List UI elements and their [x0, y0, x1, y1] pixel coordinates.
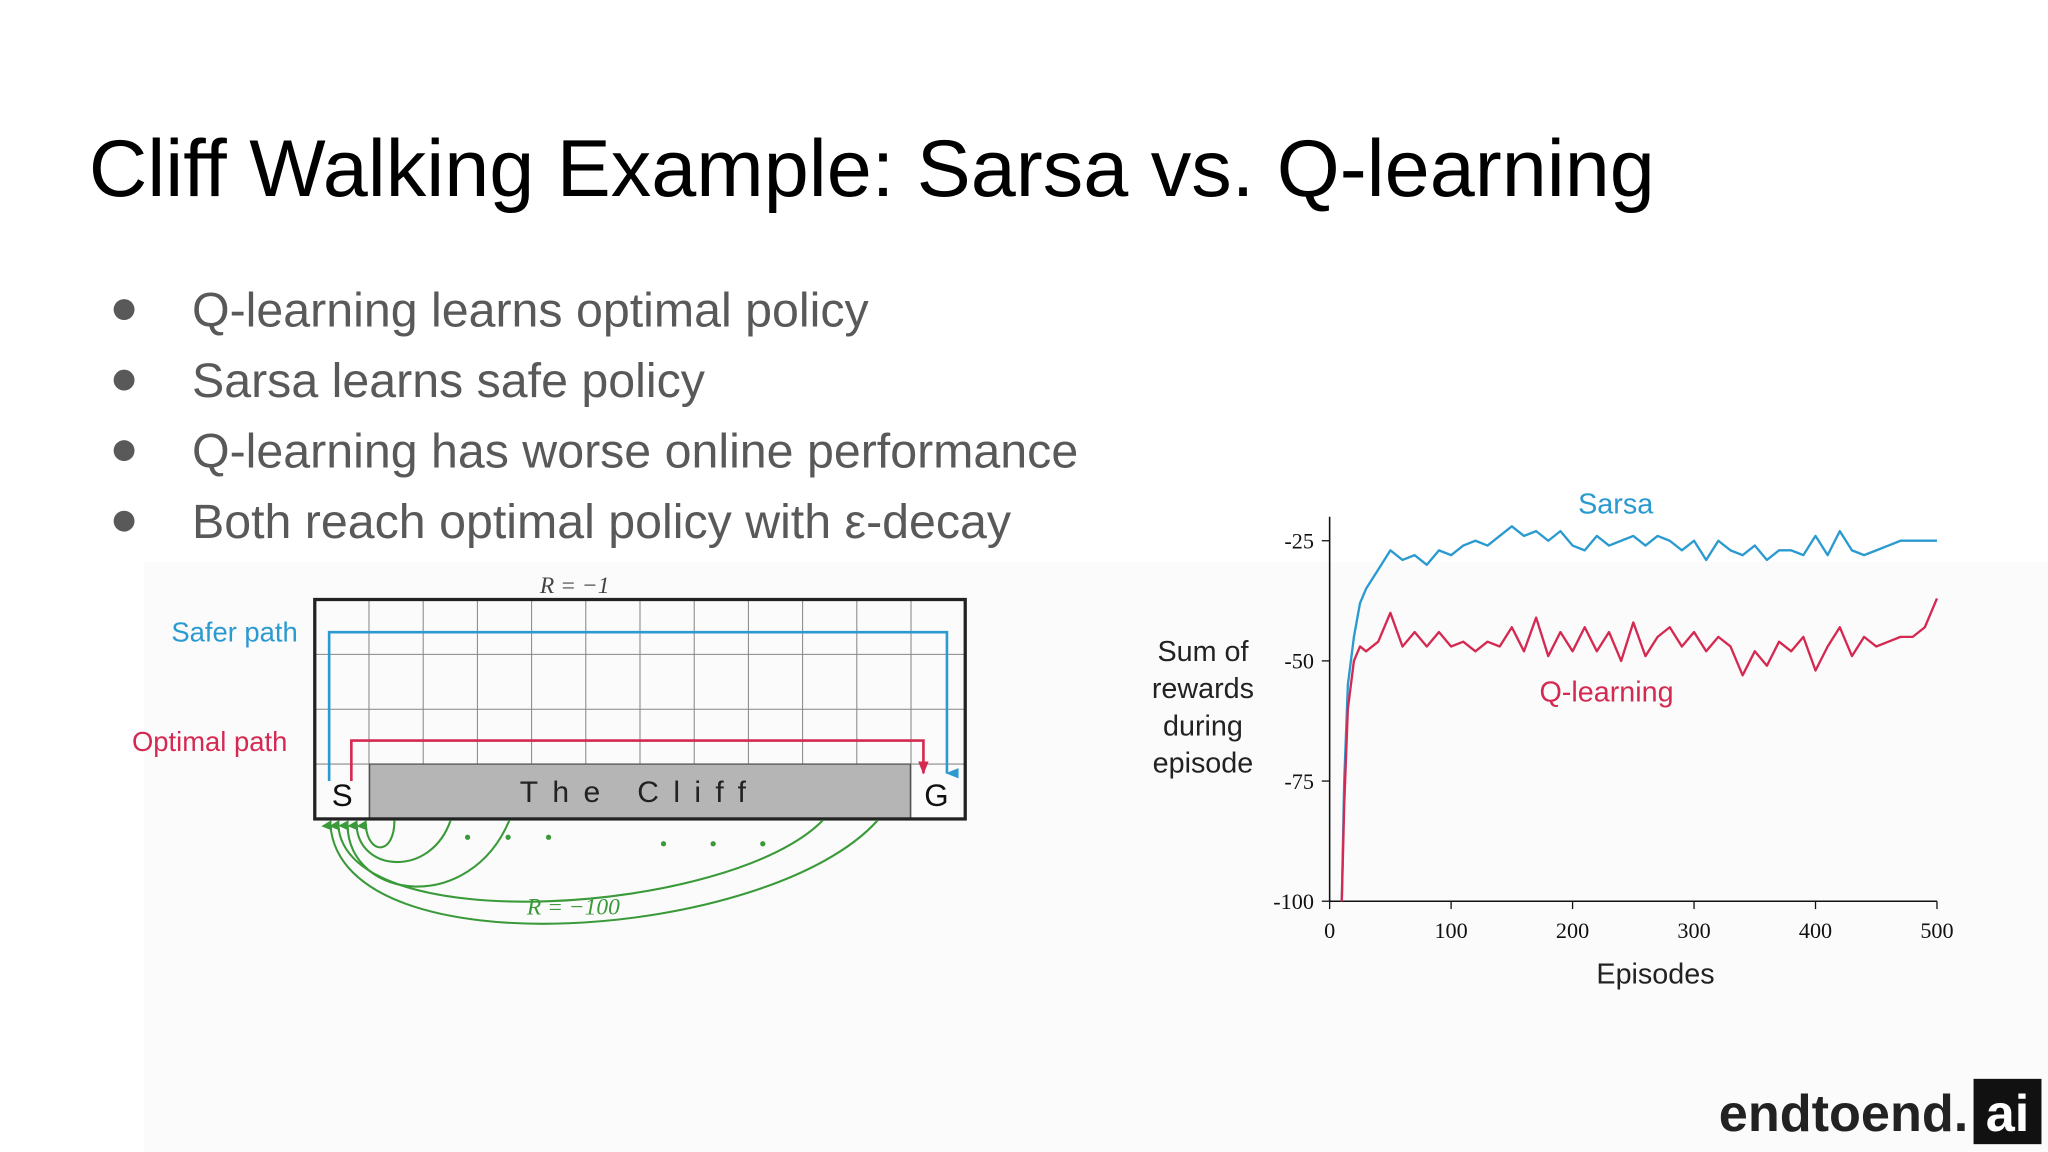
bullet-text: Sarsa learns safe policy: [192, 354, 706, 408]
x-tick-label: 500: [1920, 918, 1953, 943]
logo-highlight: ai: [1986, 1085, 2030, 1143]
bullet-text: Both reach optimal policy with ε-decay: [192, 495, 1012, 549]
y-tick-label: -25: [1284, 529, 1314, 554]
y-tick-label: -75: [1284, 769, 1314, 794]
goal-label: G: [924, 778, 948, 813]
cliff-region: [368, 763, 912, 820]
x-tick-label: 0: [1324, 918, 1335, 943]
x-tick-label: 100: [1434, 918, 1467, 943]
bullet-text: Q-learning has worse online performance: [192, 425, 1078, 479]
bullet-dot: [113, 299, 135, 320]
slide-title: Cliff Walking Example: Sarsa vs. Q-learn…: [89, 124, 1655, 214]
safer-path-label: Safer path: [171, 616, 297, 647]
bullet-dot: [113, 369, 135, 391]
logo-text: endtoend.: [1719, 1085, 1969, 1143]
y-tick-label: -100: [1273, 889, 1314, 914]
safer-path: [327, 630, 959, 782]
y-axis-label: rewards: [1152, 673, 1254, 705]
cliff-diagram: R = −1 Safer path Optimal path The Cliff…: [132, 573, 967, 925]
bullet-dot: [113, 440, 135, 462]
reward-chart: -100 -75 -50 -25 0 100 200 300 400 500 Episodes Sum…: [1152, 488, 1954, 990]
optimal-path: [350, 739, 929, 782]
x-tick-label: 200: [1556, 918, 1589, 943]
grid-border: [313, 597, 967, 821]
series-label: Q-learning: [1539, 676, 1673, 708]
x-tick-label: 300: [1677, 918, 1710, 943]
series-label: Sarsa: [1578, 488, 1653, 520]
cliff-reward: R = −100: [526, 894, 620, 920]
cliff-label: The Cliff: [520, 776, 761, 809]
start-label: S: [332, 778, 353, 813]
optimal-path-label: Optimal path: [132, 726, 287, 757]
series-line: [1340, 525, 1937, 902]
bullet-dot: [113, 510, 135, 532]
y-axis-label: Sum of: [1157, 636, 1249, 668]
cliff-arcs: [321, 819, 879, 925]
bullet-list: Q-learning learns optimal policy Sarsa le…: [113, 284, 1078, 549]
y-tick-label: -50: [1284, 649, 1314, 674]
x-tick-label: 400: [1799, 918, 1832, 943]
series-line: [1340, 597, 1939, 902]
step-reward: R = −1: [539, 573, 610, 599]
figure-background: [143, 561, 2048, 1152]
bullet-text: Q-learning learns optimal policy: [192, 284, 870, 338]
ellipsis-dots: [464, 834, 766, 847]
y-axis-label: episode: [1153, 748, 1254, 780]
x-axis-label: Episodes: [1596, 959, 1714, 991]
logo-box: [1973, 1078, 2042, 1145]
y-axis-label: during: [1163, 710, 1243, 742]
